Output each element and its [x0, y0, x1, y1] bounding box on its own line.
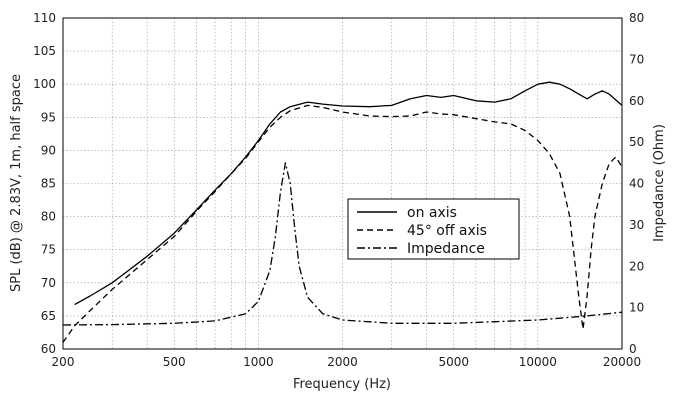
legend-box — [347, 198, 520, 260]
y-tick-label: 75 — [41, 243, 56, 257]
y-tick-label: 70 — [41, 276, 56, 290]
series-lines — [62, 81, 623, 343]
y2-tick-label: 10 — [629, 301, 644, 315]
y-tick-label: 100 — [33, 77, 56, 91]
x-tick-label: 2000 — [327, 355, 358, 369]
x-tick-label: 1000 — [243, 355, 274, 369]
y-tick-label: 105 — [33, 44, 56, 58]
y2-tick-label: 50 — [629, 135, 644, 149]
x-tick-label: 10000 — [519, 355, 557, 369]
y2-axis-title: Impedance (Ohm) — [652, 124, 667, 242]
y2-tick-label: 60 — [629, 94, 644, 108]
y-axis-title: SPL (dB) @ 2.83V, 1m, half space — [9, 74, 24, 292]
y-tick-label: 85 — [41, 177, 56, 191]
y-tick-label: 110 — [33, 11, 56, 25]
y-tick-label: 80 — [41, 210, 56, 224]
y-tick-label: 90 — [41, 143, 56, 157]
y-tick-label: 65 — [41, 309, 56, 323]
legend-label-impedance: Impedance — [407, 241, 485, 257]
plot-frame — [62, 17, 623, 350]
x-tick-label: 5000 — [438, 355, 469, 369]
y2-tick-label: 40 — [629, 177, 644, 191]
x-tick-label: 500 — [163, 355, 186, 369]
x-tick-label: 200 — [52, 355, 75, 369]
y2-tick-label: 0 — [629, 342, 637, 356]
series-line-impedance — [62, 162, 623, 326]
y2-tick-label: 30 — [629, 218, 644, 232]
legend-label-on-axis: on axis — [407, 205, 457, 221]
y-tick-label: 95 — [41, 110, 56, 124]
x-axis-title: Frequency (Hz) — [293, 377, 391, 392]
series-line-on-axis — [74, 81, 623, 306]
y2-tick-label: 80 — [629, 11, 644, 25]
y-tick-label: 60 — [41, 342, 56, 356]
y2-tick-label: 20 — [629, 259, 644, 273]
series-line-45-off-axis — [62, 104, 623, 343]
x-tick-label: 20000 — [603, 355, 641, 369]
y2-tick-label: 70 — [629, 52, 644, 66]
gridlines — [63, 18, 622, 349]
legend: on axis 45° off axis Impedance — [347, 198, 520, 260]
tick-labels: 200 500 1000 2000 5000 10000 20000606570758085… — [33, 11, 644, 369]
legend-label-off-axis: 45° off axis — [407, 223, 487, 239]
